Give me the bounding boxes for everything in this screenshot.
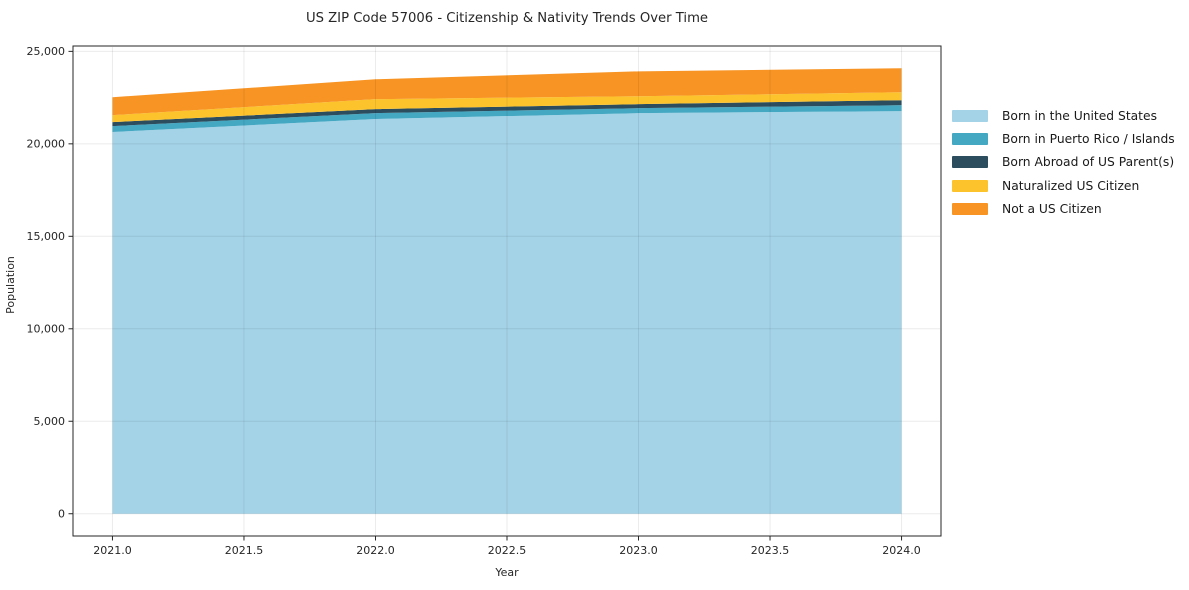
y-tick-label: 25,000 bbox=[27, 45, 66, 58]
area-series-3 bbox=[112, 92, 902, 123]
x-tick-label: 2022.0 bbox=[356, 544, 395, 557]
legend-swatch bbox=[952, 179, 988, 192]
legend-label: Born in Puerto Rico / Islands bbox=[1002, 132, 1175, 147]
legend-label: Born in the United States bbox=[1002, 109, 1157, 123]
legend-label: Born Abroad of US Parent(s) bbox=[1002, 155, 1175, 170]
ticks-layer: 2021.0 2021.5 2022.0 2022.5 2023.0 2023.5 2024… bbox=[27, 45, 921, 557]
y-tick-label: 20,000 bbox=[27, 138, 66, 151]
x-tick-label: 2023.0 bbox=[619, 544, 658, 557]
legend-swatch bbox=[952, 133, 988, 146]
x-axis-label: Year bbox=[494, 566, 519, 579]
grid-layer bbox=[74, 47, 940, 535]
legend: Born in the United States Born in Puerto… bbox=[952, 109, 1175, 226]
y-tick-label: 5,000 bbox=[34, 415, 66, 428]
y-tick-label: 10,000 bbox=[27, 323, 66, 336]
legend-item: Born Abroad of US Parent(s) bbox=[952, 155, 1175, 170]
area-series-4 bbox=[112, 68, 902, 116]
x-tick-label: 2022.5 bbox=[488, 544, 527, 557]
legend-item: Born in Puerto Rico / Islands bbox=[952, 132, 1175, 147]
legend-label: Not a US Citizen bbox=[1002, 201, 1102, 216]
y-axis-label: Population bbox=[4, 256, 17, 314]
legend-swatch bbox=[952, 156, 988, 169]
legend-item: Born in the United States bbox=[952, 109, 1175, 123]
area-series-0 bbox=[112, 111, 902, 514]
area-series-2 bbox=[112, 100, 902, 127]
x-tick-label: 2023.5 bbox=[751, 544, 790, 557]
x-tick-label: 2024.0 bbox=[882, 544, 921, 557]
legend-swatch bbox=[952, 110, 988, 122]
chart-title: US ZIP Code 57006 - Citizenship & Nativi… bbox=[306, 11, 708, 26]
legend-label: Naturalized US Citizen bbox=[1002, 178, 1140, 193]
y-tick-label: 15,000 bbox=[27, 230, 66, 243]
legend-item: Not a US Citizen bbox=[952, 201, 1175, 216]
area-series-1 bbox=[112, 105, 902, 133]
legend-swatch bbox=[952, 202, 988, 215]
x-tick-label: 2021.5 bbox=[225, 544, 264, 557]
x-tick-label: 2021.0 bbox=[93, 544, 132, 557]
y-tick-label: 0 bbox=[58, 508, 65, 521]
legend-item: Naturalized US Citizen bbox=[952, 178, 1175, 193]
areas-layer bbox=[112, 68, 902, 514]
